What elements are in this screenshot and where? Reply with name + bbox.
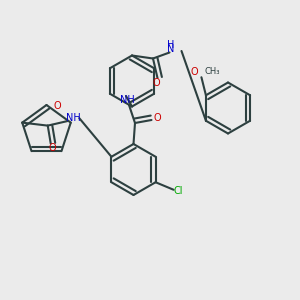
Text: O: O <box>48 143 56 153</box>
Text: N: N <box>167 44 175 54</box>
Text: H: H <box>167 40 175 50</box>
Text: NH: NH <box>66 113 81 123</box>
Text: O: O <box>152 78 160 88</box>
Text: O: O <box>53 101 61 111</box>
Text: O: O <box>154 113 161 124</box>
Text: Cl: Cl <box>173 186 183 196</box>
Text: CH₃: CH₃ <box>204 68 220 76</box>
Text: O: O <box>190 67 198 77</box>
Text: NH: NH <box>120 94 135 105</box>
